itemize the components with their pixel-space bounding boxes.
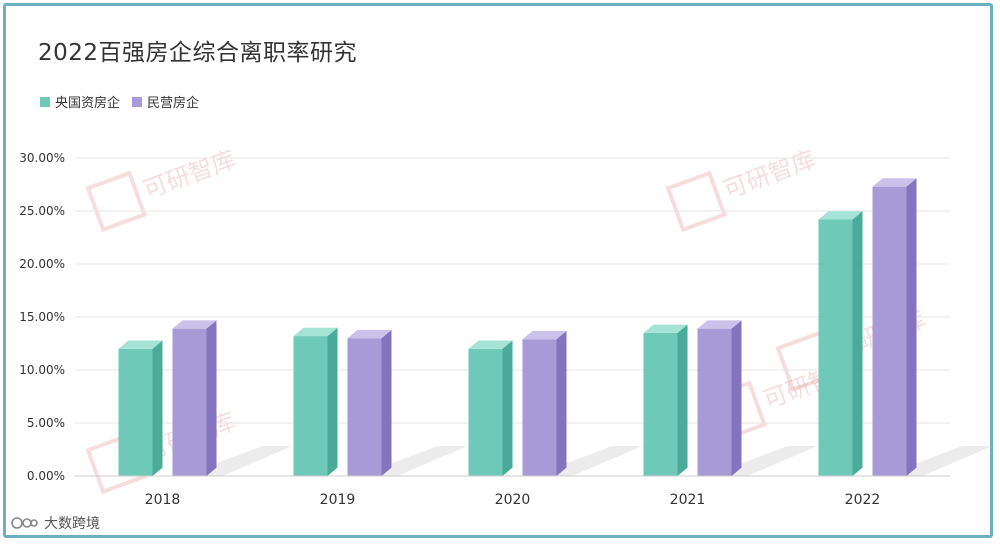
bar-side [152,340,163,476]
bar-民营房企-2021 [697,328,732,476]
bar-top [347,329,392,339]
bar-side [852,211,863,476]
y-tick-label: 30.00% [19,151,65,165]
bar-民营房企-2019 [347,338,382,476]
chart-title: 2022百强房企综合离职率研究 [38,40,358,66]
x-tick-label: 2019 [320,492,356,508]
bar-top [293,327,338,337]
y-tick-label: 15.00% [19,310,65,324]
watermark-3: 可研智库 [85,407,239,495]
legend-swatch-series-2 [132,96,143,107]
bar-side [502,340,513,476]
bar-top [643,324,688,333]
x-tick-label: 2020 [495,492,531,508]
bar-top [818,211,863,220]
bar-side [381,329,392,476]
legend-label-series-1: 央国资房企 [55,96,121,111]
y-tick-label: 20.00% [19,257,65,271]
watermark-1: 可研智库 [85,145,240,233]
brand-logo-icon [11,517,38,529]
bar-top [522,330,567,340]
bar-央国资房企-2019 [293,336,328,476]
bar-top [118,340,163,349]
y-tick-label: 10.00% [19,363,65,377]
bar-民营房企-2018 [172,328,207,476]
x-tick-label: 2022 [845,492,881,508]
bar-央国资房企-2018 [118,348,153,476]
bar-top [697,320,742,329]
bar-side [677,324,688,476]
bar-side [206,320,217,476]
legend-swatch-series-1 [40,96,50,107]
x-tick-label: 2018 [145,492,181,508]
watermark-logo-icon [85,170,148,233]
legend-item-series-2: 民营房企 [132,92,199,111]
watermark-text: 可研智库 [720,145,820,204]
bar-side [556,330,567,476]
y-tick-label: 25.00% [19,204,65,218]
bar-民营房企-2022 [872,186,907,476]
bar-side [906,178,917,476]
chart-legend: 央国资房企 民营房企 [40,92,211,111]
legend-item-series-1: 央国资房企 [40,92,120,111]
footer-brand: 大数跨境 [10,513,100,533]
bar-side [731,320,742,476]
bar-top [172,320,217,329]
bar-央国资房企-2022 [818,219,853,477]
watermark-logo-icon [665,170,728,233]
bar-side [327,327,338,476]
footer-brand-text: 大数跨境 [44,516,100,532]
x-tick-label: 2021 [670,492,706,508]
watermark-2: 可研智库 [665,145,820,233]
bar-央国资房企-2020 [468,348,503,476]
y-tick-label: 0.00% [27,469,65,483]
y-tick-label: 5.00% [27,416,65,430]
watermark-text: 可研智库 [140,145,240,204]
bar-top [468,340,513,349]
bar-top [872,178,917,187]
bar-民营房企-2020 [522,339,557,476]
legend-label-series-2: 民营房企 [147,96,200,111]
bar-央国资房企-2021 [643,332,678,476]
